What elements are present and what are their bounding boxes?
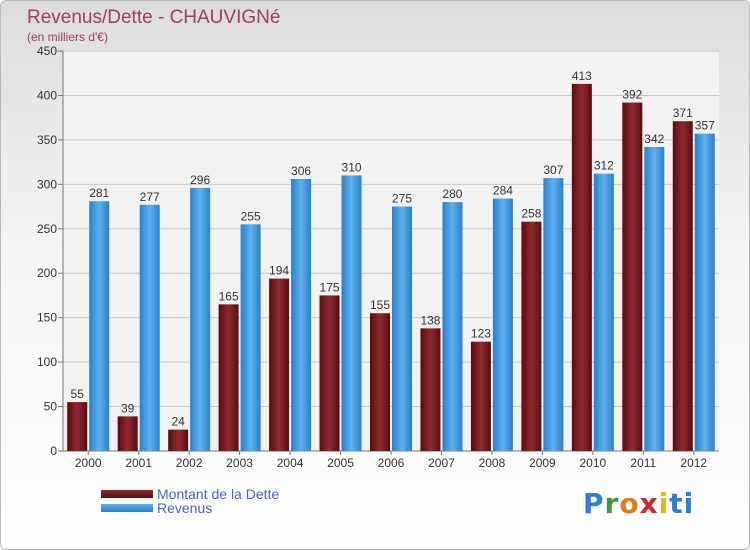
chart-subtitle: (en milliers d'€) <box>27 30 108 44</box>
bar-dette <box>168 429 189 451</box>
bar-dette <box>117 416 138 451</box>
data-label-dette: 392 <box>622 88 642 102</box>
x-tick-label: 2004 <box>277 456 304 470</box>
chart-title: Revenus/Dette - CHAUVIGNé <box>27 7 281 28</box>
data-label-dette: 55 <box>71 387 85 401</box>
y-tick-label: 0 <box>50 444 57 458</box>
legend-label-revenus: Revenus <box>157 500 213 516</box>
data-label-dette: 175 <box>320 280 340 294</box>
data-label-dette: 24 <box>171 415 185 429</box>
x-tick-label: 2008 <box>479 456 506 470</box>
data-label-revenus: 255 <box>241 209 261 223</box>
data-label-dette: 413 <box>572 69 592 83</box>
bar-revenus <box>492 198 513 451</box>
data-label-revenus: 357 <box>695 119 715 133</box>
legend-swatch-dette <box>101 490 153 498</box>
data-label-revenus: 307 <box>543 163 563 177</box>
y-tick-label: 200 <box>37 266 57 280</box>
data-label-dette: 138 <box>420 313 440 327</box>
bar-dette <box>672 121 693 451</box>
y-tick-label: 250 <box>37 222 57 236</box>
bar-revenus <box>543 178 564 451</box>
data-label-revenus: 342 <box>644 132 664 146</box>
x-tick-label: 2009 <box>529 456 556 470</box>
bar-revenus <box>240 224 261 451</box>
x-tick-label: 2007 <box>428 456 455 470</box>
plot-area <box>63 51 719 451</box>
x-tick-label: 2003 <box>226 456 253 470</box>
data-label-dette: 39 <box>121 401 135 415</box>
y-tick-label: 350 <box>37 133 57 147</box>
x-tick-label: 2012 <box>680 456 707 470</box>
data-label-dette: 155 <box>370 298 390 312</box>
legend-swatch-revenus <box>101 504 153 512</box>
bar-revenus <box>694 133 715 451</box>
data-label-revenus: 281 <box>89 186 109 200</box>
y-tick-label: 50 <box>44 400 58 414</box>
y-tick-label: 100 <box>37 355 57 369</box>
bar-dette <box>470 341 491 451</box>
proxiti-logo: Proxiti <box>583 487 695 520</box>
data-label-dette: 258 <box>521 207 541 221</box>
bar-revenus <box>341 175 362 451</box>
bar-revenus <box>392 206 412 451</box>
bar-dette <box>67 402 88 451</box>
bar-revenus <box>291 179 312 451</box>
x-tick-label: 2011 <box>630 456 656 470</box>
bar-dette <box>420 328 441 451</box>
bar-dette <box>521 221 542 451</box>
legend-label-dette: Montant de la Dette <box>157 486 280 502</box>
bar-revenus <box>442 202 463 451</box>
x-tick-label: 2002 <box>176 456 203 470</box>
data-label-dette: 371 <box>673 106 693 120</box>
data-label-dette: 123 <box>471 327 491 341</box>
data-label-revenus: 306 <box>291 164 311 178</box>
bar-dette <box>571 83 592 451</box>
y-tick-label: 450 <box>37 44 57 58</box>
x-tick-label: 2010 <box>579 456 606 470</box>
x-tick-label: 2000 <box>75 456 102 470</box>
x-tick-label: 2005 <box>327 456 354 470</box>
data-label-revenus: 284 <box>493 184 513 198</box>
bar-revenus <box>89 201 110 451</box>
data-label-dette: 165 <box>219 289 239 303</box>
bar-revenus <box>139 204 160 451</box>
data-label-revenus: 312 <box>594 159 614 173</box>
bar-dette <box>622 102 643 452</box>
data-label-revenus: 296 <box>190 173 210 187</box>
x-tick-label: 2001 <box>125 456 152 470</box>
bar-revenus <box>593 173 614 451</box>
y-tick-label: 400 <box>37 88 57 102</box>
data-label-revenus: 275 <box>392 192 412 206</box>
data-label-revenus: 277 <box>140 190 160 204</box>
bar-dette <box>319 295 340 451</box>
x-tick-label: 2006 <box>378 456 405 470</box>
bar-dette <box>269 278 290 451</box>
y-tick-label: 150 <box>37 311 57 325</box>
data-label-dette: 194 <box>269 264 289 278</box>
data-label-revenus: 280 <box>442 187 462 201</box>
bar-dette <box>218 304 239 451</box>
data-label-revenus: 310 <box>342 160 362 174</box>
y-tick-label: 300 <box>37 177 57 191</box>
bar-revenus <box>190 187 211 451</box>
bar-revenus <box>644 147 665 451</box>
bar-dette <box>370 313 390 451</box>
